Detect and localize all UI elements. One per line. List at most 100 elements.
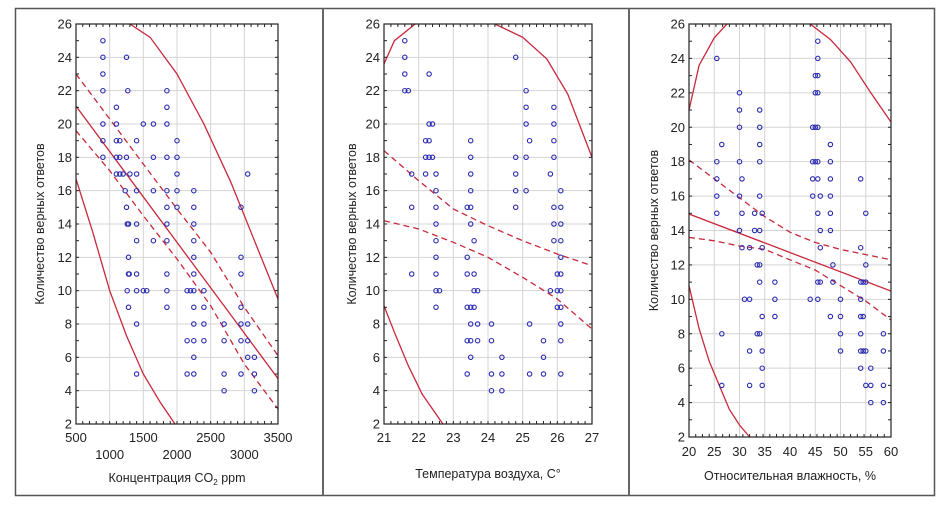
data-point — [741, 296, 748, 303]
data-point — [433, 221, 439, 227]
data-point — [756, 124, 763, 131]
x-tick-label: 26 — [550, 430, 564, 445]
data-point — [815, 176, 821, 182]
x-tick-label: 60 — [884, 444, 898, 459]
data-point — [551, 221, 557, 227]
data-point — [174, 187, 180, 194]
data-point — [124, 287, 130, 294]
data-point — [100, 87, 106, 94]
data-point — [471, 237, 477, 244]
y-tick-label: 26 — [58, 17, 72, 32]
x-axis-label-co2: Концентрация CO2 ppm — [108, 471, 245, 487]
data-point — [863, 382, 869, 389]
y-tick-label: 20 — [366, 117, 380, 132]
data-point — [467, 321, 474, 327]
scatter-points-temperature — [402, 37, 564, 394]
data-point — [464, 337, 470, 344]
data-point — [125, 87, 131, 94]
data-point — [714, 158, 720, 165]
data-point — [558, 187, 564, 194]
data-point — [815, 38, 821, 44]
data-point — [238, 204, 244, 211]
data-point — [429, 154, 436, 161]
data-point — [191, 271, 197, 277]
y-tick-label: 16 — [58, 183, 72, 198]
data-point — [857, 348, 864, 354]
data-point — [113, 137, 120, 144]
data-point — [244, 321, 251, 327]
data-point — [837, 331, 844, 337]
data-point — [464, 371, 470, 377]
data-point — [433, 254, 439, 261]
data-point — [436, 287, 443, 294]
data-point — [221, 371, 227, 377]
data-point — [547, 287, 554, 294]
data-point — [714, 176, 720, 182]
data-point — [127, 171, 133, 177]
data-point — [488, 321, 495, 327]
data-point — [756, 331, 763, 337]
data-point — [123, 54, 130, 61]
data-point — [467, 154, 474, 161]
data-point — [251, 354, 258, 361]
confidence-band-upper — [384, 150, 592, 267]
data-point — [150, 121, 157, 127]
data-point — [868, 365, 874, 371]
data-point — [402, 87, 408, 94]
y-tick-label: 10 — [671, 292, 685, 307]
y-tick-label: 18 — [366, 150, 380, 165]
data-point — [184, 337, 190, 344]
data-point — [815, 210, 821, 217]
data-point — [857, 365, 864, 371]
data-point — [117, 154, 123, 161]
data-point — [754, 331, 760, 337]
data-point — [558, 237, 564, 244]
data-point — [471, 304, 477, 311]
data-point — [100, 71, 106, 77]
data-point — [100, 37, 106, 44]
data-point — [408, 271, 415, 277]
data-point — [164, 121, 170, 127]
x-axis-label-co2-suffix: ppm — [218, 471, 246, 485]
data-point — [736, 227, 743, 234]
data-point — [815, 158, 821, 165]
data-point — [174, 154, 180, 161]
data-point — [860, 313, 866, 320]
data-point — [433, 204, 439, 211]
data-point — [526, 371, 533, 377]
y-tick-label: 8 — [678, 326, 685, 341]
data-point — [812, 158, 819, 165]
data-point — [251, 387, 258, 394]
scatter-points-co2 — [100, 37, 258, 394]
data-point — [759, 210, 765, 217]
data-point — [809, 158, 816, 165]
data-point — [191, 221, 197, 227]
data-point — [857, 313, 864, 320]
data-point — [812, 124, 819, 131]
y-tick-label: 8 — [373, 317, 380, 332]
data-point — [512, 204, 519, 211]
data-point — [739, 244, 745, 251]
data-point — [433, 271, 439, 277]
y-tick-label: 6 — [65, 350, 72, 365]
data-point — [714, 193, 720, 199]
data-point — [880, 382, 887, 389]
data-point — [191, 354, 197, 361]
x-tick-label: 22 — [411, 430, 425, 445]
data-point — [474, 321, 481, 327]
data-point — [429, 121, 436, 127]
data-point — [857, 296, 864, 303]
data-point — [817, 193, 824, 199]
data-point — [547, 171, 554, 177]
data-point — [464, 304, 470, 311]
data-point — [117, 171, 123, 177]
y-tick-label: 20 — [58, 117, 72, 132]
data-point — [739, 176, 745, 182]
data-point — [125, 254, 132, 261]
data-point — [751, 227, 758, 234]
data-point — [402, 54, 408, 61]
data-point — [880, 331, 887, 337]
y-tick-label: 22 — [671, 85, 685, 100]
data-point — [551, 121, 557, 127]
data-point — [464, 254, 470, 261]
